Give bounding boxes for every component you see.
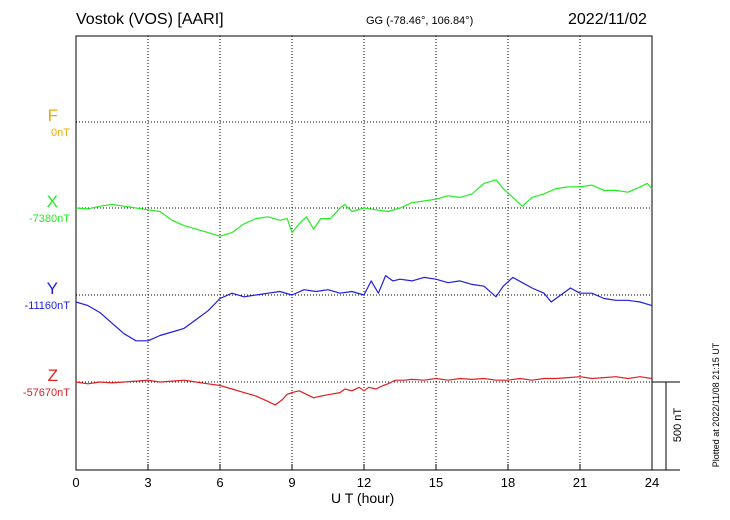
x-tick-label: 0 [72, 475, 80, 490]
component-label-x: X [46, 192, 58, 211]
plotted-timestamp: Plotted at 2022/11/08 21:15 UT [711, 342, 721, 468]
x-tick-label: 9 [288, 475, 296, 490]
baseline-label-z: -57670nT [22, 387, 70, 399]
x-tick-label: 18 [500, 475, 516, 490]
scale-bar-label: 500 nT [672, 407, 684, 443]
x-tick-label: 6 [216, 475, 224, 490]
series-group [75, 179, 653, 406]
x-tick-label: 15 [428, 475, 444, 490]
series-line-y [75, 275, 653, 342]
x-tick-label: 21 [572, 475, 588, 490]
x-axis [75, 464, 653, 470]
grid-lines [76, 36, 652, 470]
baseline-label-f: 0nT [51, 127, 70, 139]
x-axis-label: U T (hour) [331, 490, 395, 506]
plot-date: 2022/11/02 [568, 11, 647, 28]
series-line-x [75, 179, 653, 237]
component-label-y: Y [46, 279, 58, 298]
series-line-z [75, 376, 653, 406]
baseline-label-x: -7380nT [29, 213, 70, 225]
scale-bar [652, 381, 680, 471]
x-tick-label: 3 [144, 475, 152, 490]
x-tick-label: 24 [644, 475, 660, 490]
station-title: Vostok (VOS) [AARI] [76, 11, 224, 28]
component-label-f: F [47, 106, 58, 125]
component-label-z: Z [47, 366, 58, 385]
baseline-label-y: -11160nT [24, 300, 70, 312]
station-coordinates: GG (-78.46°, 106.84°) [366, 15, 474, 27]
x-tick-label: 12 [356, 475, 372, 490]
